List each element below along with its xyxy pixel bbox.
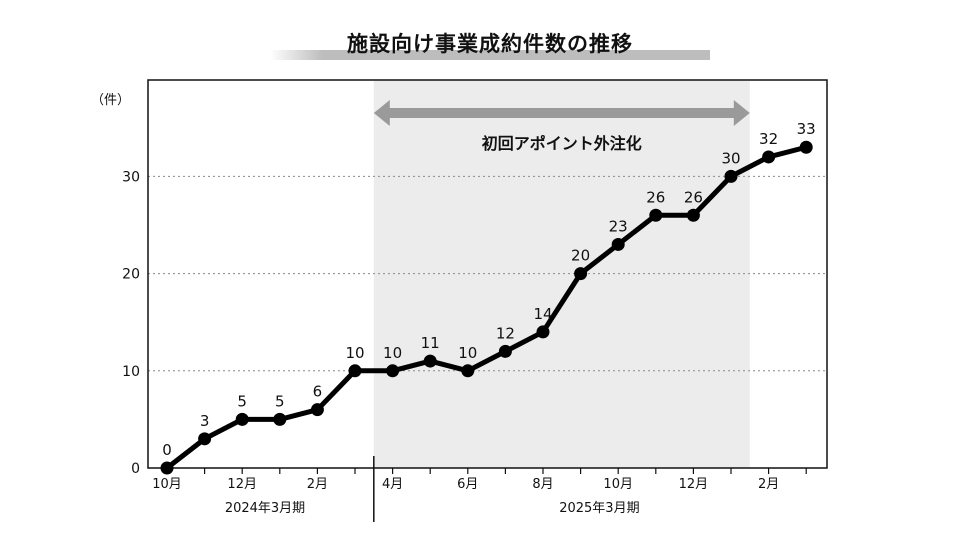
y-tick-label: 10	[122, 364, 140, 380]
data-point	[799, 140, 813, 154]
plot-frame	[147, 79, 828, 469]
annotation-double-arrow	[373, 100, 750, 126]
data-label: 26	[646, 188, 665, 206]
data-label: 12	[496, 324, 515, 342]
x-tick-label: 12月	[227, 477, 257, 492]
data-point	[235, 412, 249, 426]
data-point	[611, 237, 625, 251]
data-point	[686, 208, 700, 222]
data-point	[198, 432, 212, 446]
y-tick-label: 30	[122, 169, 140, 185]
x-tick-label: 2月	[307, 477, 328, 492]
y-axis-unit-label: （件）	[91, 93, 130, 108]
chart-title: 施設向け事業成約件数の推移	[347, 32, 633, 56]
x-tick-label: 4月	[382, 477, 403, 492]
x-tick-label: 8月	[532, 477, 553, 492]
fiscal-period-label: 2024年3月期	[225, 501, 305, 516]
data-label: 20	[571, 247, 590, 265]
data-label: 32	[759, 130, 778, 148]
title-underline-band	[270, 50, 710, 60]
data-label: 26	[684, 188, 703, 206]
data-point	[649, 208, 663, 222]
data-label: 10	[383, 344, 402, 362]
data-label: 11	[421, 334, 440, 352]
data-label: 14	[533, 305, 552, 323]
data-label: 5	[275, 392, 285, 410]
data-label: 10	[458, 344, 477, 362]
data-label: 3	[200, 412, 210, 430]
data-point	[536, 325, 550, 339]
data-label: 6	[313, 383, 323, 401]
annotation-shaded-region	[373, 80, 750, 468]
x-tick-label: 12月	[679, 477, 709, 492]
data-point	[160, 461, 174, 475]
data-label: 23	[609, 217, 628, 235]
data-label: 33	[797, 120, 816, 138]
data-point	[348, 364, 362, 378]
data-label: 10	[345, 344, 364, 362]
data-point	[310, 403, 324, 417]
data-label: 0	[162, 441, 172, 459]
chart-title-block: 施設向け事業成約件数の推移	[270, 24, 710, 64]
data-label: 5	[237, 392, 247, 410]
data-point	[386, 364, 400, 378]
y-tick-label: 20	[122, 267, 140, 283]
data-point	[498, 344, 512, 358]
y-tick-label: 0	[131, 461, 140, 477]
data-point	[423, 354, 437, 368]
x-tick-label: 2月	[758, 477, 779, 492]
x-tick-label: 6月	[457, 477, 478, 492]
annotation-label: 初回アポイント外注化	[482, 134, 642, 153]
data-point	[762, 150, 776, 164]
x-tick-label: 10月	[152, 477, 182, 492]
data-point	[574, 267, 588, 281]
data-point	[461, 364, 475, 378]
data-point	[273, 412, 287, 426]
data-point	[724, 169, 738, 183]
x-tick-label: 10月	[603, 477, 633, 492]
data-label: 30	[721, 149, 740, 167]
fiscal-period-label: 2025年3月期	[559, 501, 639, 516]
